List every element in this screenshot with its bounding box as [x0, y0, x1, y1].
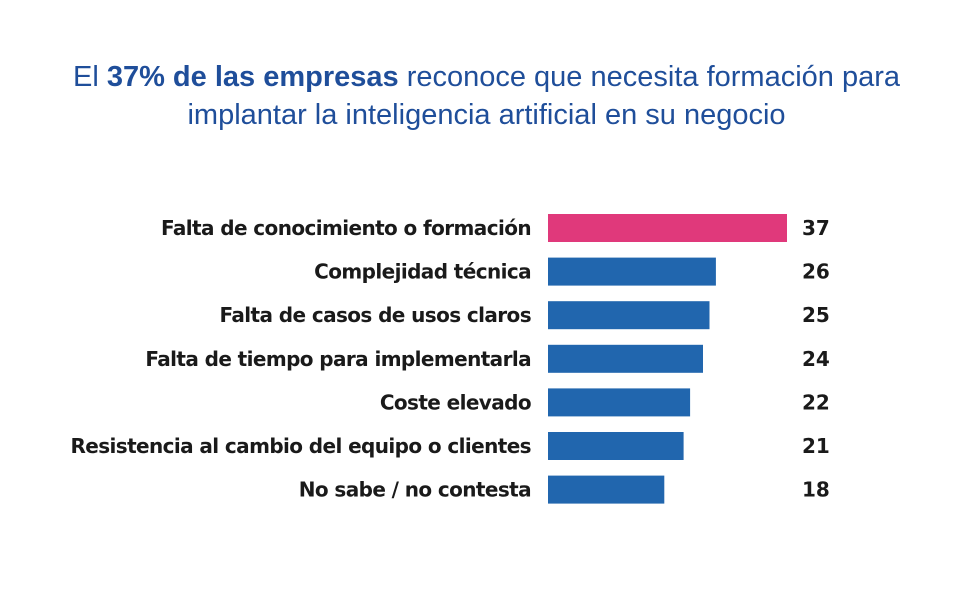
value-label-3: 25 [802, 303, 830, 327]
bars-layer [548, 214, 787, 504]
bar-7 [548, 475, 665, 504]
value-label-2: 26 [802, 260, 830, 284]
title-part-1: El [72, 61, 107, 93]
bar-1 [548, 214, 787, 242]
value-label-7: 18 [802, 478, 830, 502]
value-label-6: 21 [802, 434, 830, 458]
category-label-7: No sabe / no contesta [299, 478, 531, 502]
value-label-1: 37 [802, 216, 830, 240]
title-part-2: reconoce que necesita formación para [398, 61, 900, 93]
category-label-1: Falta de conocimiento o formación [161, 216, 531, 240]
category-label-4: Falta de tiempo para implementarla [145, 347, 531, 371]
chart-title-line-1: El 37% de las empresas reconoce que nece… [0, 58, 973, 96]
category-labels-layer: Falta de conocimiento o formación Complej… [70, 216, 531, 502]
bar-5 [548, 388, 691, 417]
bar-3 [548, 301, 710, 330]
category-label-3: Falta de casos de usos claros [220, 303, 531, 327]
chart-title: El 37% de las empresas reconoce que nece… [0, 58, 973, 134]
value-label-5: 22 [802, 390, 830, 414]
category-label-6: Resistencia al cambio del equipo o clien… [70, 434, 531, 458]
value-labels-layer: 37 26 25 24 22 21 18 [802, 216, 830, 502]
category-label-5: Coste elevado [380, 390, 531, 414]
bar-6 [548, 432, 684, 460]
bar-2 [548, 257, 716, 286]
chart-title-line-2: implantar la inteligencia artificial en … [187, 99, 786, 131]
title-highlight: 37% de las empresas [106, 61, 399, 93]
bar-4 [548, 344, 703, 373]
value-label-4: 24 [802, 347, 830, 371]
category-label-2: Complejidad técnica [314, 260, 531, 284]
